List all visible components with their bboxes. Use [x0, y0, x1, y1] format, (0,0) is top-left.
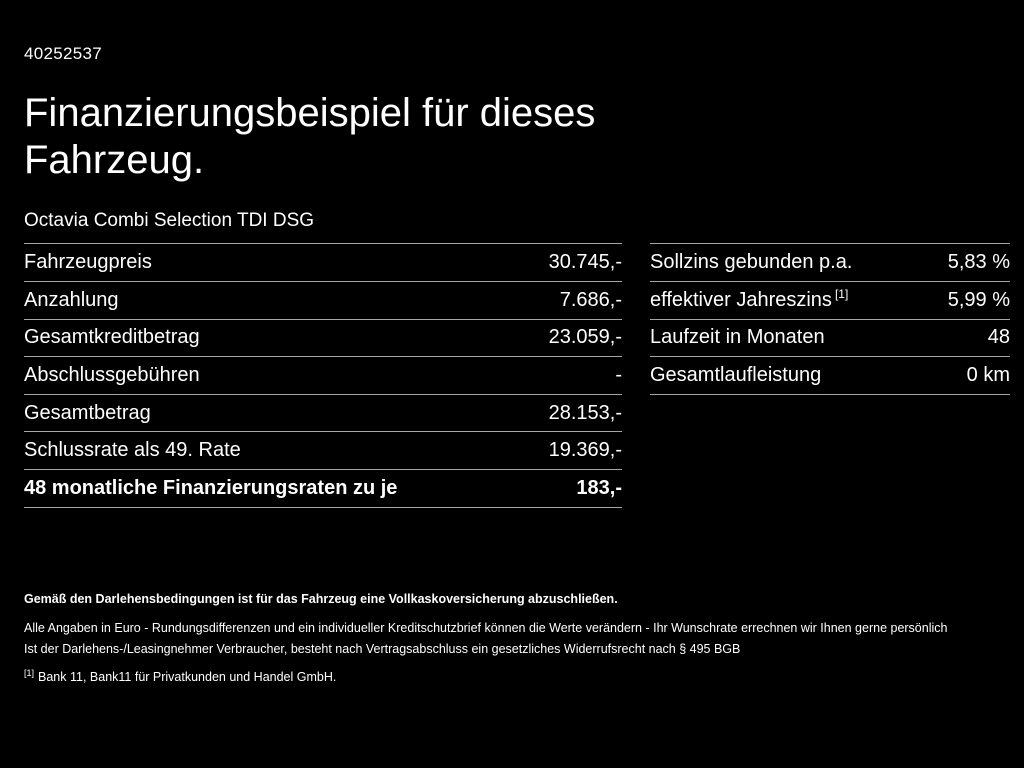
- row-label: effektiver Jahreszins [1]: [650, 287, 849, 312]
- row-value: 183,-: [576, 476, 622, 499]
- row-laufzeit: Laufzeit in Monaten 48: [650, 318, 1010, 357]
- row-label: Schlussrate als 49. Rate: [24, 439, 241, 462]
- row-value: 28.153,-: [548, 401, 622, 424]
- row-schlussrate: Schlussrate als 49. Rate 19.369,-: [24, 431, 622, 469]
- row-effektiver-jahreszins: effektiver Jahreszins [1] 5,99 %: [650, 280, 1010, 319]
- row-value: 5,99 %: [947, 288, 1010, 311]
- footnote-text: Bank 11, Bank11 für Privatkunden und Han…: [38, 670, 337, 685]
- row-abschlussgebuehren: Abschlussgebühren -: [24, 356, 622, 394]
- row-label: Anzahlung: [24, 288, 119, 311]
- row-value: 7.686,-: [559, 288, 622, 311]
- row-sollzins: Sollzins gebunden p.a. 5,83 %: [650, 243, 1010, 281]
- row-value: 19.369,-: [548, 439, 622, 462]
- row-value: 0 km: [966, 363, 1010, 386]
- footnote-marker: [1]: [24, 668, 35, 678]
- row-value: -: [615, 363, 622, 386]
- page-title-line2: Fahrzeug.: [24, 138, 205, 183]
- row-gesamtbetrag: Gesamtbetrag 28.153,-: [24, 393, 622, 432]
- row-monatliche-raten: 48 monatliche Finanzierungsraten zu je 1…: [24, 468, 622, 507]
- row-value: 23.059,-: [548, 326, 622, 349]
- financing-table-left: Fahrzeugpreis 30.745,- Anzahlung 7.686,-…: [24, 243, 622, 508]
- footer-disclaimer-1: Alle Angaben in Euro - Rundungsdifferenz…: [24, 621, 948, 635]
- row-anzahlung: Anzahlung 7.686,-: [24, 280, 622, 319]
- row-label: Laufzeit in Monaten: [650, 326, 825, 349]
- row-label: Gesamtlaufleistung: [650, 363, 822, 386]
- page-title-line1: Finanzierungsbeispiel für dieses: [24, 91, 596, 135]
- row-value: 5,83 %: [947, 251, 1010, 274]
- financing-tables: Fahrzeugpreis 30.745,- Anzahlung 7.686,-…: [24, 243, 1010, 508]
- row-label: Gesamtbetrag: [24, 401, 151, 424]
- row-fahrzeugpreis: Fahrzeugpreis 30.745,-: [24, 243, 622, 281]
- vehicle-model: Octavia Combi Selection TDI DSG: [24, 210, 315, 232]
- row-label: Sollzins gebunden p.a.: [650, 251, 853, 274]
- footer-disclaimer-2: Ist der Darlehens-/Leasingnehmer Verbrau…: [24, 642, 741, 656]
- row-gesamtkreditbetrag: Gesamtkreditbetrag 23.059,-: [24, 318, 622, 357]
- row-value: 48: [987, 326, 1010, 349]
- legal-footer: Gemäß den Darlehensbedingungen ist für d…: [24, 592, 1000, 684]
- row-gesamtlaufleistung: Gesamtlaufleistung 0 km: [650, 356, 1010, 394]
- financing-table-right: Sollzins gebunden p.a. 5,83 % effektiver…: [650, 243, 1010, 395]
- row-value: 30.745,-: [548, 251, 622, 274]
- row-label: Fahrzeugpreis: [24, 251, 152, 274]
- page-title: Finanzierungsbeispiel für dieses Fahrzeu…: [24, 90, 1010, 184]
- row-label: Gesamtkreditbetrag: [24, 326, 200, 349]
- document-id: 40252537: [24, 44, 103, 63]
- footnote-ref: [1]: [834, 287, 849, 302]
- footer-footnote: [1] Bank 11, Bank11 für Privatkunden und …: [24, 668, 1000, 684]
- footer-insurance-note: Gemäß den Darlehensbedingungen ist für d…: [24, 592, 618, 606]
- row-label: 48 monatliche Finanzierungsraten zu je: [24, 476, 398, 499]
- row-label: Abschlussgebühren: [24, 363, 200, 386]
- row-label-text: effektiver Jahreszins: [650, 288, 832, 311]
